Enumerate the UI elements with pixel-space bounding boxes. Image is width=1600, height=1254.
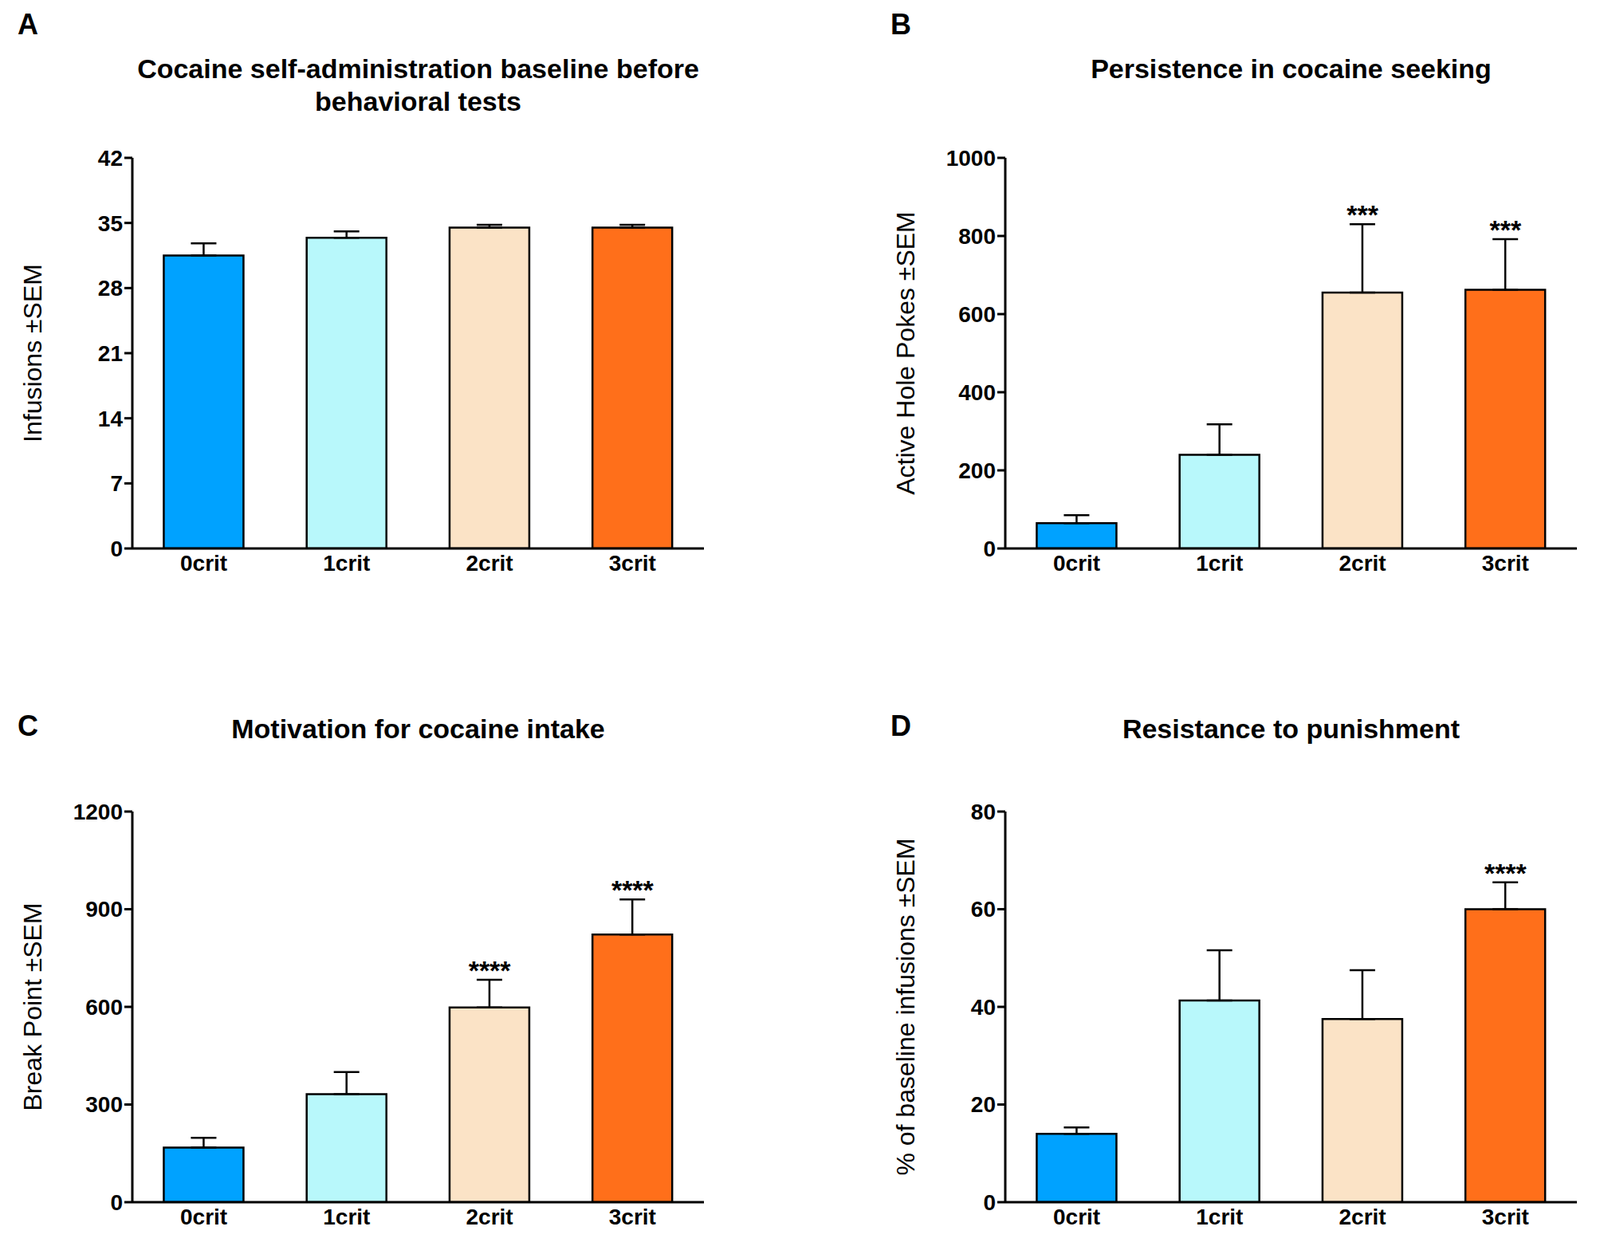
svg-text:% of baseline infusions ±SEM: % of baseline infusions ±SEM	[891, 837, 920, 1176]
svg-text:28: 28	[98, 275, 123, 301]
svg-text:***: ***	[1346, 199, 1379, 230]
svg-text:0crit: 0crit	[180, 1204, 228, 1230]
svg-text:****: ****	[1484, 857, 1528, 889]
html-text:A: A	[17, 7, 39, 41]
svg-text:2crit: 2crit	[1339, 550, 1387, 576]
svg-text:0crit: 0crit	[1053, 550, 1101, 576]
html-text:D: D	[890, 709, 912, 743]
svg-text:3crit: 3crit	[1482, 1204, 1530, 1230]
html-text:Motivation for cocaine intake: Motivation for cocaine intake	[231, 713, 605, 744]
svg-text:20: 20	[971, 1092, 996, 1117]
svg-text:2crit: 2crit	[1339, 1204, 1387, 1230]
svg-text:400: 400	[958, 380, 996, 405]
svg-text:Active Hole Pokes ±SEM: Active Hole Pokes ±SEM	[891, 211, 920, 495]
svg-text:35: 35	[98, 211, 123, 236]
svg-text:1000: 1000	[946, 145, 996, 171]
svg-text:3crit: 3crit	[609, 550, 657, 576]
svg-text:2crit: 2crit	[466, 550, 514, 576]
svg-text:0: 0	[110, 536, 123, 562]
svg-text:1crit: 1crit	[322, 550, 370, 576]
svg-text:Infusions ±SEM: Infusions ±SEM	[18, 263, 48, 443]
html-text:Cocaine self-administration ba: Cocaine self-administration baseline bef…	[137, 53, 700, 117]
html-text:Resistance to punishment: Resistance to punishment	[1122, 713, 1460, 744]
svg-text:600: 600	[958, 302, 996, 327]
svg-text:3crit: 3crit	[1482, 550, 1530, 576]
svg-text:0: 0	[110, 1190, 123, 1215]
svg-text:60: 60	[971, 896, 996, 922]
svg-text:200: 200	[958, 458, 996, 484]
svg-text:14: 14	[98, 406, 124, 432]
html-text:Persistence in cocaine seeking: Persistence in cocaine seeking	[1090, 53, 1492, 84]
svg-text:600: 600	[85, 994, 123, 1020]
svg-text:300: 300	[85, 1092, 123, 1117]
svg-text:Break Point ±SEM: Break Point ±SEM	[18, 902, 48, 1111]
html-text:C: C	[17, 709, 39, 743]
svg-text:1200: 1200	[73, 799, 123, 825]
svg-text:3crit: 3crit	[609, 1204, 657, 1230]
svg-text:21: 21	[98, 341, 123, 366]
svg-text:40: 40	[971, 994, 996, 1020]
svg-text:800: 800	[958, 224, 996, 249]
svg-text:****: ****	[468, 955, 512, 986]
html-text:B: B	[890, 7, 912, 41]
svg-text:0crit: 0crit	[180, 550, 228, 576]
svg-text:1crit: 1crit	[1195, 550, 1243, 576]
svg-text:0: 0	[982, 536, 996, 562]
svg-text:7: 7	[110, 471, 123, 496]
svg-text:0: 0	[982, 1190, 996, 1215]
svg-text:****: ****	[611, 874, 655, 905]
svg-text:0crit: 0crit	[1053, 1204, 1101, 1230]
svg-text:80: 80	[971, 799, 996, 825]
svg-text:1crit: 1crit	[1195, 1204, 1243, 1230]
svg-text:900: 900	[85, 896, 123, 922]
svg-text:42: 42	[98, 145, 123, 171]
svg-text:2crit: 2crit	[466, 1204, 514, 1230]
svg-text:***: ***	[1489, 214, 1522, 245]
svg-text:1crit: 1crit	[322, 1204, 370, 1230]
